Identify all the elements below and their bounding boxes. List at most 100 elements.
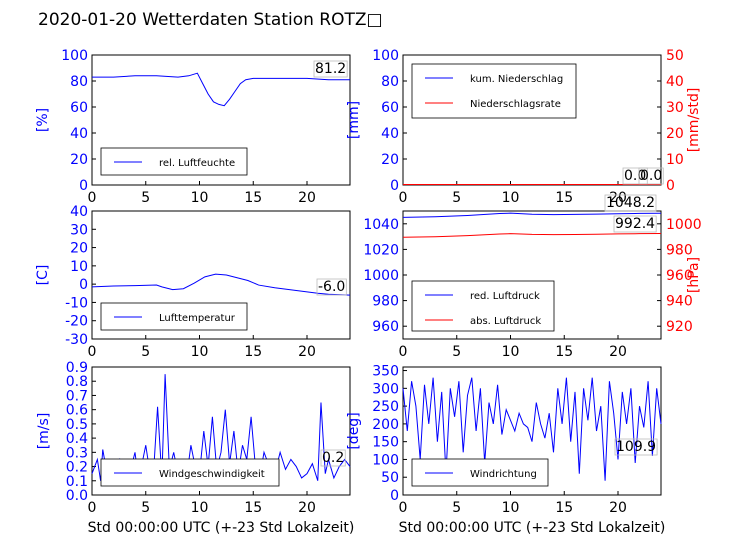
x-tick-label: 10 xyxy=(502,190,520,206)
y-tick-label: -20 xyxy=(65,314,88,330)
x-tick-label: 10 xyxy=(191,500,209,516)
y-tick-label: 100 xyxy=(61,48,88,64)
last-value-label: 1048.2 xyxy=(606,195,655,211)
y-right-tick-label: 1000 xyxy=(666,217,702,233)
y-tick-label: -30 xyxy=(65,332,88,348)
y-tick-label: 100 xyxy=(372,452,399,468)
x-tick-label: 20 xyxy=(298,500,316,516)
y-tick-label: 0.3 xyxy=(66,445,88,461)
y-axis-label: [mm] xyxy=(346,101,362,139)
last-value-box xyxy=(316,278,347,296)
y-tick-label: 150 xyxy=(372,435,399,451)
series-line xyxy=(402,212,662,218)
y-right-axis-label: [mm/std] xyxy=(686,88,702,153)
x-tick-label: 20 xyxy=(609,500,627,516)
y-tick-label: 60 xyxy=(381,100,399,116)
y-tick-label: 20 xyxy=(381,152,399,168)
y-right-tick-label: 40 xyxy=(666,74,684,90)
y-tick-label: 0.0 xyxy=(66,488,88,504)
y-tick-label: 350 xyxy=(372,364,399,380)
y-right-axis-label: [hPa] xyxy=(686,257,702,293)
x-tick-label: 5 xyxy=(141,190,150,206)
y-tick-label: -10 xyxy=(65,295,88,311)
y-axis-label: [deg] xyxy=(346,412,362,449)
y-tick-label: 300 xyxy=(372,381,399,397)
series-line xyxy=(92,72,350,107)
y-tick-label: 0 xyxy=(79,178,88,194)
legend-label: Windrichtung xyxy=(470,469,537,480)
last-value-box xyxy=(614,438,658,456)
legend-box xyxy=(411,280,555,332)
y-right-tick-label: 10 xyxy=(666,152,684,168)
x-tick-label: 20 xyxy=(609,344,627,360)
y-tick-label: 80 xyxy=(70,74,88,90)
x-tick-label: 0 xyxy=(88,190,97,206)
y-right-tick-label: 980 xyxy=(666,242,693,258)
plot-frame xyxy=(91,54,351,186)
series-line xyxy=(402,233,662,238)
y-tick-label: 250 xyxy=(372,399,399,415)
last-value-box xyxy=(313,60,348,78)
series-line xyxy=(91,273,351,296)
last-value-label: 81.2 xyxy=(315,61,346,77)
x-tick-label: 0 xyxy=(399,500,408,516)
y-axis-label: [%] xyxy=(35,108,51,132)
last-value-box xyxy=(622,167,648,185)
y-tick-label: 1020 xyxy=(363,242,399,258)
x-tick-label: 20 xyxy=(609,190,627,206)
x-tick-label: 0 xyxy=(88,500,97,516)
y-right-tick-label: 940 xyxy=(666,294,693,310)
plot-frame xyxy=(91,366,351,496)
y-right-tick-label: 50 xyxy=(666,48,684,64)
y-tick-label: 10 xyxy=(70,259,88,275)
legend-label: kum. Niederschlag xyxy=(470,74,563,85)
x-axis-label: Std 00:00:00 UTC (+-23 Std Lokalzeit) xyxy=(399,520,666,536)
last-value-label: 0.0 xyxy=(624,168,646,184)
last-value-label: 992.4 xyxy=(615,216,655,232)
last-value-box xyxy=(320,449,346,467)
y-axis-label: [C] xyxy=(35,265,51,286)
y-axis-label: [m/s] xyxy=(36,413,52,450)
x-tick-label: 15 xyxy=(244,344,262,360)
last-value-label: 109.9 xyxy=(616,439,656,455)
y-tick-label: 200 xyxy=(372,417,399,433)
plot-frame xyxy=(91,210,351,340)
legend-label: Windgeschwindigkeit xyxy=(159,469,265,480)
x-tick-label: 10 xyxy=(191,344,209,360)
x-axis-label: Std 00:00:00 UTC (+-23 Std Lokalzeit) xyxy=(88,520,355,536)
y-tick-label: 0 xyxy=(79,277,88,293)
x-tick-label: 5 xyxy=(141,344,150,360)
x-tick-label: 15 xyxy=(244,190,262,206)
x-tick-label: 10 xyxy=(502,344,520,360)
x-tick-label: 0 xyxy=(399,344,408,360)
last-value-box xyxy=(613,215,657,233)
y-tick-label: 0.7 xyxy=(66,388,88,404)
y-tick-label: 50 xyxy=(381,470,399,486)
y-tick-label: 0.5 xyxy=(66,417,88,433)
x-tick-label: 15 xyxy=(244,500,262,516)
last-value-box xyxy=(604,194,657,212)
y-right-tick-label: 30 xyxy=(666,100,684,116)
y-tick-label: 40 xyxy=(70,126,88,142)
y-tick-label: 0 xyxy=(390,178,399,194)
x-tick-label: 15 xyxy=(555,500,573,516)
x-tick-label: 10 xyxy=(502,500,520,516)
legend-label: red. Luftdruck xyxy=(470,291,540,302)
y-tick-label: 0 xyxy=(390,488,399,504)
legend-label: abs. Luftdruck xyxy=(470,316,541,327)
legend-box xyxy=(411,63,577,119)
y-tick-label: 40 xyxy=(70,204,88,220)
legend-label: Niederschlagsrate xyxy=(470,99,561,110)
y-tick-label: 0.1 xyxy=(66,474,88,490)
y-tick-label: 0.2 xyxy=(66,460,88,476)
plot-frame xyxy=(402,366,662,496)
x-tick-label: 20 xyxy=(298,190,316,206)
legend-label: Lufttemperatur xyxy=(159,313,236,324)
x-tick-label: 5 xyxy=(141,500,150,516)
x-tick-label: 15 xyxy=(555,190,573,206)
y-tick-label: 0.6 xyxy=(66,403,88,419)
last-value-label: -6.0 xyxy=(318,279,345,295)
y-right-tick-label: 20 xyxy=(666,126,684,142)
x-tick-label: 0 xyxy=(399,190,408,206)
x-tick-label: 5 xyxy=(452,344,461,360)
